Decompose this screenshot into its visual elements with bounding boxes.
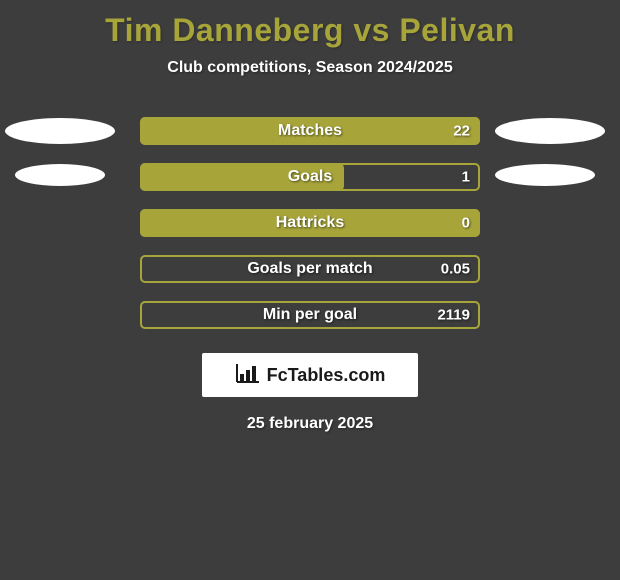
stat-label: Matches — [278, 122, 342, 140]
stat-row: Matches 22 — [140, 117, 480, 145]
stats-area: Matches 22 Goals 1 Hattricks 0 Goals per match… — [0, 117, 620, 329]
stat-label: Min per goal — [263, 306, 357, 324]
stat-row: Min per goal 2119 — [140, 301, 480, 329]
stat-value: 2119 — [437, 307, 470, 324]
player-ellipse-left — [5, 118, 115, 144]
stat-label: Goals per match — [247, 260, 372, 278]
stat-value: 0 — [462, 215, 470, 232]
stat-row: Goals per match 0.05 — [140, 255, 480, 283]
stat-row: Hattricks 0 — [140, 209, 480, 237]
player-ellipse-left — [15, 164, 105, 186]
stat-value: 0.05 — [441, 261, 470, 278]
logo-box: FcTables.com — [202, 353, 418, 397]
subtitle: Club competitions, Season 2024/2025 — [167, 59, 452, 77]
stat-value: 22 — [453, 123, 470, 140]
logo-text: FcTables.com — [267, 365, 386, 386]
barchart-icon — [235, 362, 261, 389]
stat-value: 1 — [462, 169, 470, 186]
comparison-infographic: Tim Danneberg vs Pelivan Club competitio… — [0, 0, 620, 580]
stat-label: Goals — [288, 168, 332, 186]
player-ellipse-right — [495, 118, 605, 144]
player-ellipse-right — [495, 164, 595, 186]
stat-row: Goals 1 — [140, 163, 480, 191]
page-title: Tim Danneberg vs Pelivan — [105, 12, 515, 49]
date-text: 25 february 2025 — [247, 415, 373, 433]
stat-label: Hattricks — [276, 214, 344, 232]
